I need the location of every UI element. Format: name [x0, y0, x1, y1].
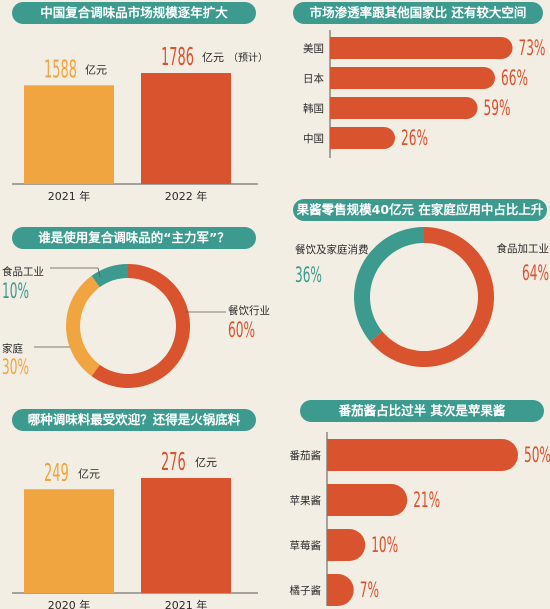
- bar-0: [24, 489, 114, 593]
- value-label: 73%: [519, 36, 546, 61]
- value-label: 10%: [371, 533, 398, 558]
- slice-1: [65, 275, 100, 377]
- bar-1: [141, 478, 231, 593]
- value-label: 276: [161, 447, 186, 476]
- value-label: 50%: [524, 443, 550, 468]
- value-label: 36%: [295, 263, 322, 288]
- unit-label: 亿元: [195, 456, 217, 469]
- value-label: 66%: [501, 66, 528, 91]
- market-size-title: 中国复合调味品市场规模逐年扩大: [12, 2, 256, 24]
- bar-1: [327, 484, 408, 516]
- x-tick-label: 2021 年: [165, 598, 208, 609]
- value-label: 1786: [161, 42, 194, 71]
- leader-line: [50, 267, 101, 278]
- users-title: 谁是使用复合调味品的“主力军”？: [12, 227, 256, 249]
- penetration-title: 市场渗透率跟其他国家比 还有较大空间: [293, 2, 543, 24]
- bar-1: [141, 73, 231, 184]
- bar-1: [330, 67, 495, 89]
- category-label: 草莓酱: [290, 539, 322, 552]
- x-tick-label: 2020 年: [48, 598, 91, 609]
- value-label: 249: [44, 458, 69, 487]
- unit-label: 亿元: [202, 51, 224, 64]
- value-label: 21%: [413, 488, 440, 513]
- slice-label: 餐饮行业: [228, 304, 270, 317]
- bar-0: [330, 37, 513, 59]
- category-label: 韩国: [303, 102, 324, 115]
- x-tick-label: 2021 年: [48, 189, 91, 203]
- bar-0: [24, 85, 114, 184]
- category-label: 苹果酱: [290, 494, 322, 507]
- unit-label: 亿元: [85, 63, 107, 76]
- slice-label: 食品工业: [2, 265, 44, 278]
- value-label: 59%: [484, 96, 511, 121]
- category-label: 橘子酱: [290, 584, 322, 597]
- jam-types-title: 番茄酱占比过半 其次是苹果酱: [300, 400, 544, 422]
- bar-3: [327, 574, 354, 606]
- annotation-label: （预计）: [228, 51, 268, 64]
- value-label: 30%: [2, 355, 29, 380]
- unit-label: 亿元: [78, 467, 100, 480]
- slice-label: 餐饮及家庭消费: [295, 243, 369, 256]
- bar-3: [330, 127, 395, 149]
- category-label: 日本: [303, 72, 324, 85]
- bar-0: [327, 439, 518, 471]
- slice-2: [91, 264, 128, 288]
- category-label: 美国: [303, 42, 324, 55]
- bar-2: [330, 97, 478, 119]
- category-label: 中国: [303, 132, 324, 145]
- value-label: 64%: [522, 261, 549, 286]
- hotpot-title: 哪种调味料最受欢迎？还得是火锅底料: [12, 409, 256, 431]
- jam-retail-title: 果酱零售规模40亿元 在家庭应用中占比上升: [293, 199, 547, 221]
- value-label: 1588: [44, 54, 77, 83]
- slice-0: [370, 227, 494, 367]
- value-label: 26%: [401, 126, 428, 151]
- value-label: 60%: [228, 318, 255, 343]
- x-tick-label: 2022 年: [165, 189, 208, 203]
- slice-0: [91, 264, 190, 388]
- value-label: 7%: [360, 578, 379, 603]
- category-label: 番茄酱: [290, 449, 322, 462]
- value-label: 10%: [2, 279, 29, 304]
- bar-2: [327, 529, 366, 561]
- slice-label: 家庭: [2, 342, 23, 355]
- slice-1: [353, 227, 424, 342]
- slice-label: 食品加工业: [497, 242, 550, 255]
